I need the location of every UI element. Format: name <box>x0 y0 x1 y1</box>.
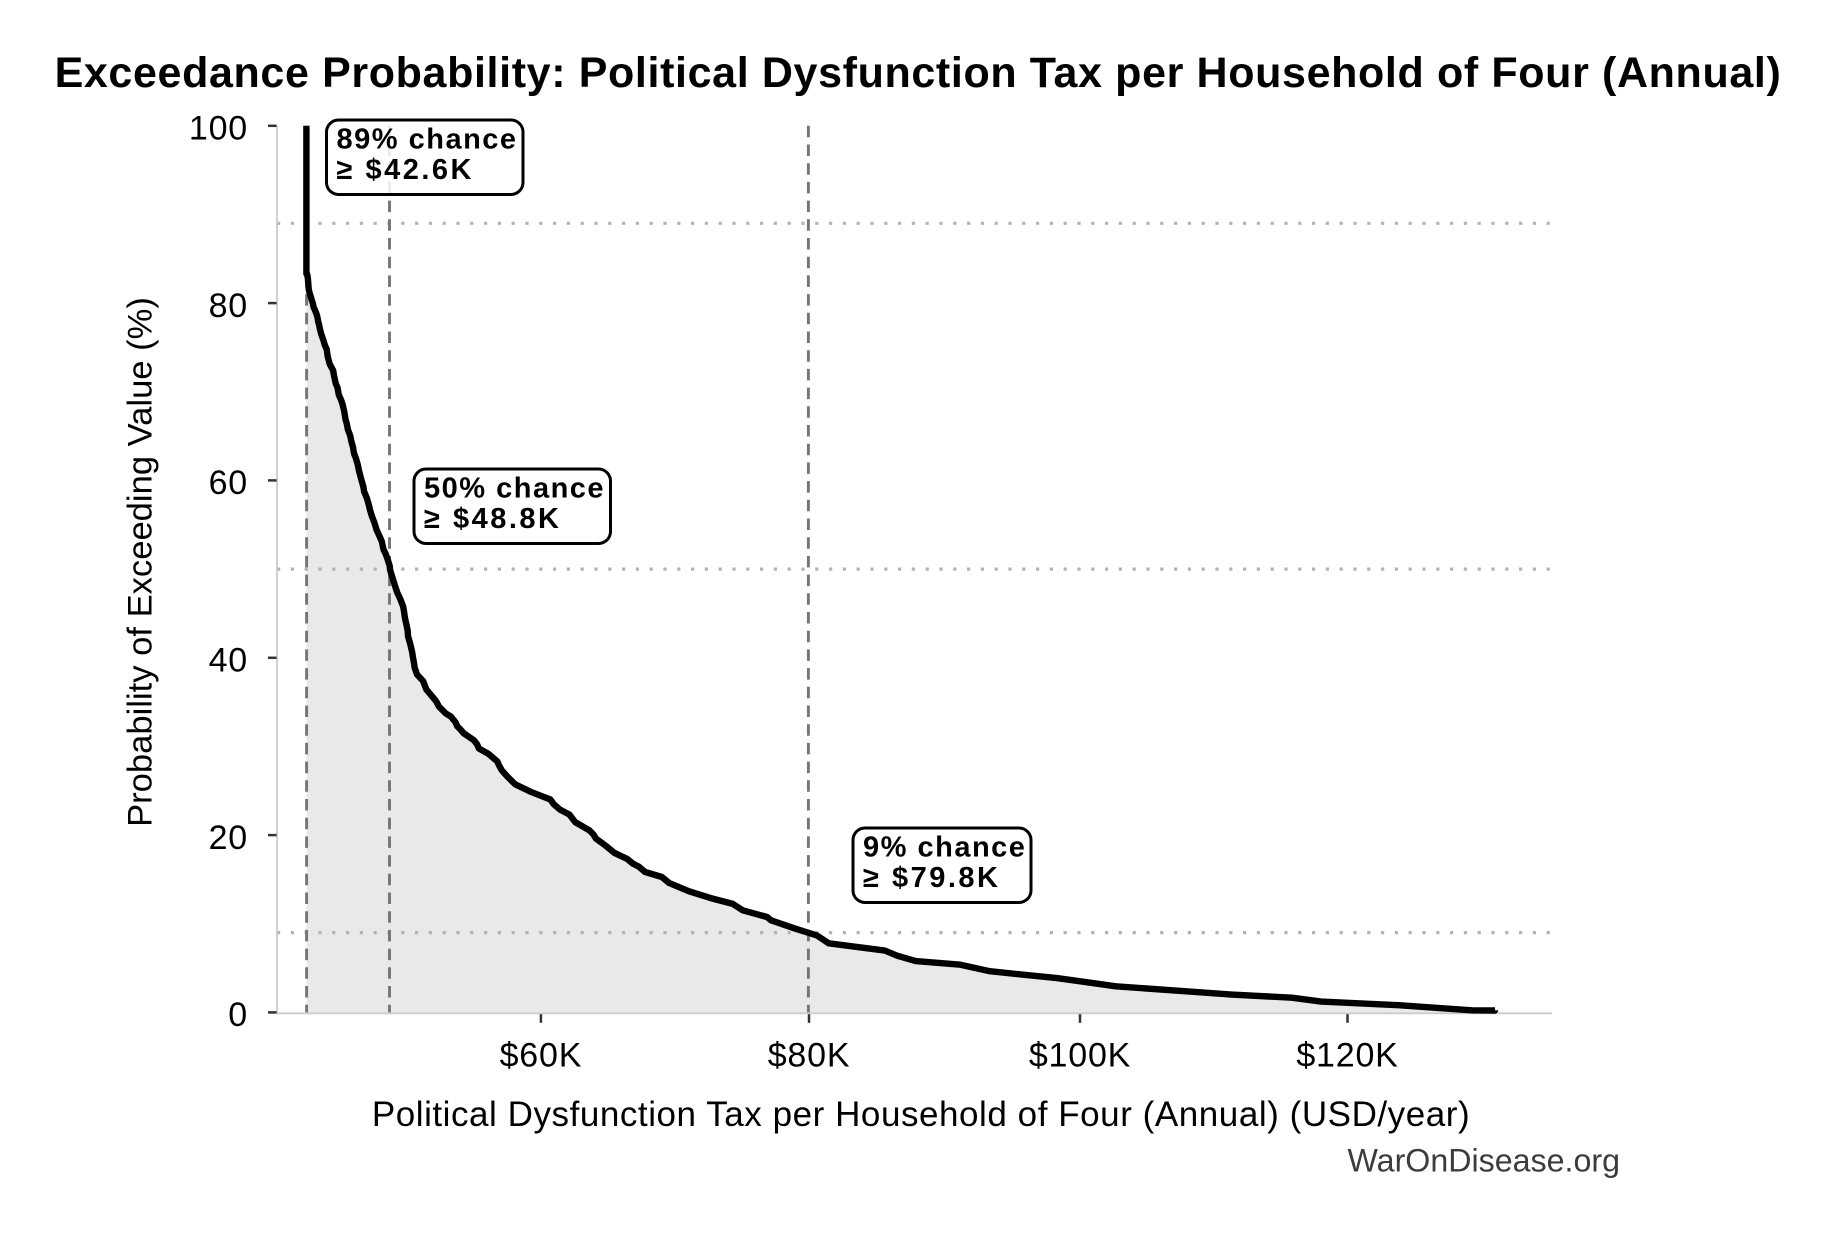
svg-text:$100K: $100K <box>1029 1037 1131 1075</box>
svg-text:≥ $79.8K: ≥ $79.8K <box>863 862 1001 894</box>
svg-text:$80K: $80K <box>768 1037 851 1075</box>
svg-text:60: 60 <box>209 464 248 502</box>
svg-text:≥ $42.6K: ≥ $42.6K <box>337 154 475 186</box>
svg-text:89% chance: 89% chance <box>337 124 518 156</box>
svg-text:≥ $48.8K: ≥ $48.8K <box>424 503 562 535</box>
svg-text:WarOnDisease.org: WarOnDisease.org <box>1348 1143 1621 1179</box>
svg-text:$60K: $60K <box>500 1037 583 1075</box>
svg-text:$120K: $120K <box>1296 1037 1398 1075</box>
svg-text:100: 100 <box>189 110 248 148</box>
svg-text:9% chance: 9% chance <box>863 832 1026 864</box>
svg-text:Probability of Exceeding Value: Probability of Exceeding Value (%) <box>122 297 160 827</box>
svg-text:Exceedance Probability: Politi: Exceedance Probability: Political Dysfun… <box>55 49 1782 97</box>
svg-text:80: 80 <box>209 287 248 325</box>
svg-text:50% chance: 50% chance <box>424 473 605 505</box>
svg-text:40: 40 <box>209 642 248 680</box>
svg-text:Political Dysfunction Tax per: Political Dysfunction Tax per Household … <box>372 1095 1470 1134</box>
svg-text:0: 0 <box>228 996 248 1034</box>
svg-text:20: 20 <box>209 819 248 857</box>
